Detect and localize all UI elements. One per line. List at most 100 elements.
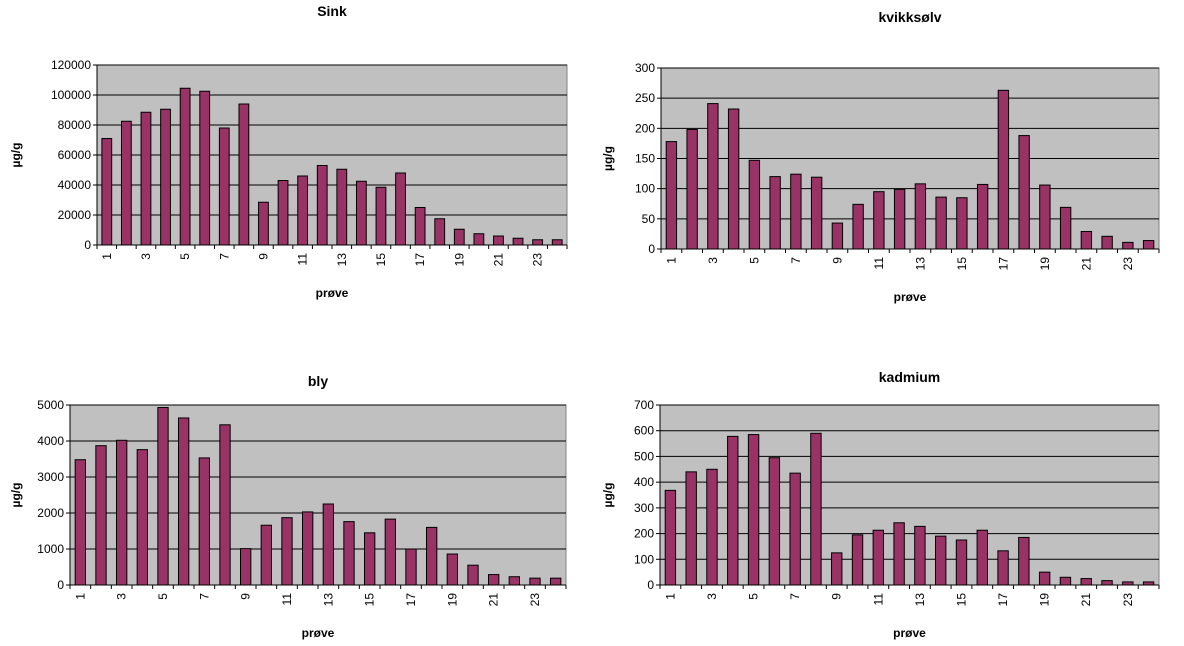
bar [873, 191, 885, 250]
bar [727, 108, 740, 250]
bar [529, 577, 541, 586]
x-tick-label: 1 [663, 593, 677, 600]
x-tick-label: 17 [996, 257, 1010, 271]
x-tick-label: 19 [1038, 593, 1052, 607]
x-tick-label: 11 [280, 593, 294, 606]
bar [395, 172, 406, 246]
bar [976, 529, 988, 586]
x-tick-label: 23 [1121, 257, 1135, 271]
bar [665, 141, 678, 250]
x-tick-label: 13 [335, 253, 349, 267]
y-tick-label: 0 [84, 238, 91, 252]
bar [375, 186, 387, 246]
bar [198, 457, 211, 586]
bar [260, 524, 272, 586]
x-tick-label: 15 [363, 593, 377, 607]
bar [453, 228, 465, 246]
bar [997, 550, 1009, 586]
plot-area [69, 404, 567, 586]
bar [1038, 571, 1051, 586]
bar [893, 522, 905, 586]
y-tick-label: 250 [635, 91, 655, 105]
bar [852, 203, 864, 250]
bar [199, 90, 211, 246]
y-tick-label: 400 [634, 475, 654, 489]
chart-panel-sink: Sink 0 20000 40000 60000 80000 100000 120000 1 3 5… [0, 0, 592, 320]
bar [120, 120, 132, 246]
bar [95, 445, 107, 586]
x-tick-label: 9 [830, 593, 844, 600]
chart-panel-kadmium: kadmium 0 100 200 300 400 500 600 700 1 3 5 7 9 11 13 15… [592, 320, 1184, 641]
bar [336, 168, 348, 246]
x-tick-label: 23 [531, 253, 545, 267]
x-tick-label: 1 [664, 257, 678, 264]
x-tick-label: 5 [156, 593, 170, 600]
x-tick-label: 13 [913, 257, 927, 271]
x-tick-label: 5 [747, 593, 761, 600]
bar [414, 207, 426, 246]
bar [302, 511, 314, 586]
bar [956, 197, 968, 250]
bar [488, 574, 500, 586]
y-tick-label: 300 [634, 501, 654, 515]
y-axis-label: µg/g [9, 143, 23, 168]
x-axis-label: prøve [316, 286, 349, 300]
x-axis-label: prøve [893, 626, 926, 640]
x-tick-label: 11 [872, 257, 886, 270]
y-tick-label: 80000 [58, 118, 92, 132]
bar [790, 173, 802, 250]
bar [831, 222, 844, 250]
bar [769, 176, 781, 250]
bar [355, 180, 367, 246]
bar [277, 180, 289, 246]
bar [997, 89, 1010, 250]
x-tick-label: 19 [452, 253, 466, 267]
y-tick-label: 4000 [37, 434, 64, 448]
y-tick-label: 300 [635, 61, 655, 75]
y-tick-label: 200 [634, 527, 654, 541]
y-tick-label: 100 [634, 552, 654, 566]
x-tick-label: 3 [115, 593, 129, 600]
x-tick-label: 21 [487, 593, 501, 607]
y-tick-label: 100000 [51, 88, 91, 102]
bar [851, 534, 864, 586]
y-tick-label: 120000 [51, 58, 91, 72]
bar [1101, 235, 1113, 250]
bar [1039, 184, 1051, 250]
bar [1080, 231, 1093, 250]
bar [955, 539, 968, 586]
x-tick-label: 11 [296, 253, 310, 266]
bar [322, 503, 334, 586]
y-tick-label: 40000 [58, 178, 92, 192]
bar [747, 434, 760, 586]
y-tick-label: 3000 [37, 470, 64, 484]
x-tick-label: 9 [256, 253, 270, 260]
bar [872, 529, 885, 586]
bar [473, 233, 485, 246]
bar [179, 87, 191, 246]
y-tick-label: 0 [648, 242, 655, 256]
y-axis-label: µg/g [601, 146, 615, 171]
x-tick-label: 7 [217, 253, 231, 260]
y-tick-label: 500 [634, 449, 654, 463]
bar [976, 183, 989, 250]
y-tick-label: 50 [642, 212, 656, 226]
bar [434, 218, 446, 246]
y-tick-label: 150 [635, 152, 655, 166]
bar [1142, 240, 1155, 250]
x-tick-label: 1 [73, 593, 87, 600]
bar [508, 576, 520, 586]
bar [74, 459, 86, 586]
x-tick-label: 15 [954, 593, 968, 607]
x-tick-label: 5 [178, 253, 192, 260]
chart-title: kvikksølv [878, 9, 941, 25]
bar [893, 188, 906, 250]
y-tick-label: 600 [634, 424, 654, 438]
bar [707, 103, 719, 250]
x-tick-label: 5 [747, 257, 761, 264]
y-tick-label: 2000 [37, 506, 64, 520]
bar [551, 239, 563, 246]
bar [297, 175, 309, 246]
chart-title: kadmium [879, 369, 940, 385]
